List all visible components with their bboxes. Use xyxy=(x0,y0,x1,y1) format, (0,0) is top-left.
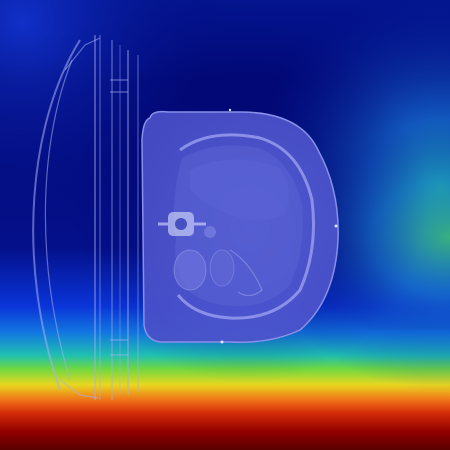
spine xyxy=(158,212,206,236)
organ-upper xyxy=(190,159,289,220)
organ-detail xyxy=(229,249,263,297)
marker-dot xyxy=(220,340,224,344)
marker-dot xyxy=(228,108,232,112)
rib-cage xyxy=(176,133,315,320)
organ-left xyxy=(173,249,207,291)
aorta xyxy=(204,226,216,238)
organ-center xyxy=(209,249,235,287)
scanner-table xyxy=(32,35,139,400)
marker-dot xyxy=(334,224,338,228)
